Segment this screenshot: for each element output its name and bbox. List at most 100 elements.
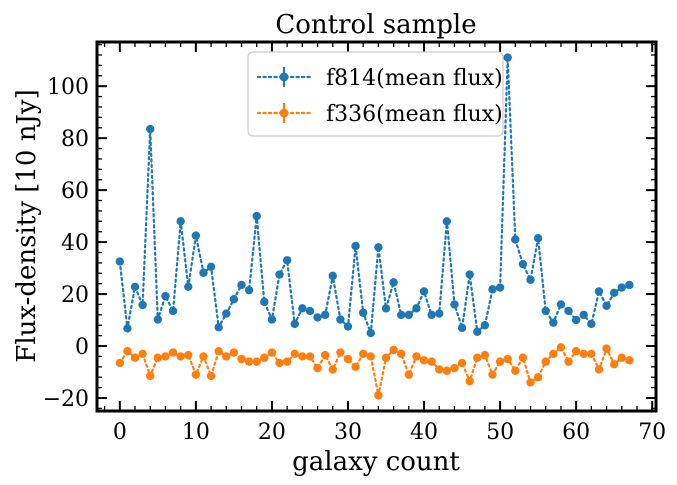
data-point-0-49	[488, 285, 497, 294]
data-point-0-3	[138, 300, 147, 310]
data-point-1-6	[161, 352, 170, 361]
data-point-1-48	[480, 350, 490, 360]
data-point-0-51	[503, 53, 512, 62]
data-point-1-58	[556, 343, 566, 352]
data-point-0-36	[389, 278, 398, 287]
data-point-1-7	[168, 348, 178, 357]
data-point-0-10	[191, 231, 201, 240]
legend-label-0: f814(mean flux)	[326, 66, 503, 91]
data-point-0-55	[533, 233, 543, 243]
data-point-0-59	[564, 306, 573, 316]
data-point-1-19	[260, 353, 269, 362]
series-line-0	[118, 57, 631, 334]
data-point-1-13	[214, 347, 223, 356]
data-point-1-24	[298, 352, 307, 361]
y-tick-label-4: 60	[61, 179, 89, 204]
data-point-1-57	[549, 349, 558, 359]
data-point-0-33	[366, 328, 375, 338]
data-point-0-1	[123, 324, 132, 333]
data-point-0-8	[176, 217, 185, 226]
data-point-1-60	[571, 347, 581, 356]
data-point-1-59	[564, 357, 573, 366]
data-point-1-54	[526, 378, 535, 387]
data-point-1-28	[328, 365, 337, 374]
data-point-1-25	[305, 352, 315, 361]
series-layer	[115, 53, 634, 400]
legend: f814(mean flux) f336(mean flux)	[247, 51, 504, 137]
data-point-0-16	[237, 280, 246, 290]
data-point-0-42	[435, 309, 444, 318]
x-tick-label-5: 50	[486, 420, 514, 445]
data-point-0-54	[526, 275, 535, 284]
data-point-0-9	[184, 282, 193, 291]
data-point-1-63	[594, 365, 604, 374]
data-point-1-22	[282, 357, 292, 366]
data-point-1-36	[389, 345, 398, 355]
data-point-0-31	[351, 241, 360, 251]
data-point-0-66	[617, 283, 626, 292]
data-point-0-40	[419, 287, 429, 296]
data-point-1-56	[541, 357, 550, 366]
data-point-0-47	[473, 327, 482, 336]
data-point-1-32	[358, 349, 368, 359]
data-point-0-58	[556, 300, 566, 309]
legend-box	[247, 51, 504, 137]
data-point-0-17	[244, 285, 254, 295]
x-tick-label-6: 60	[562, 420, 590, 445]
data-point-1-66	[617, 353, 626, 362]
data-point-0-46	[465, 270, 474, 279]
data-point-0-60	[571, 315, 581, 325]
data-point-0-28	[328, 271, 337, 281]
data-point-0-5	[153, 315, 163, 324]
y-tick-label-3: 40	[61, 231, 89, 256]
data-point-1-61	[579, 349, 588, 359]
data-point-1-35	[381, 353, 391, 362]
legend-marker-0	[279, 72, 289, 82]
data-point-1-17	[244, 357, 254, 366]
data-point-0-39	[412, 304, 421, 313]
data-point-1-55	[533, 373, 543, 382]
data-point-1-23	[290, 349, 299, 359]
data-point-1-53	[518, 353, 528, 362]
data-point-0-21	[275, 270, 284, 279]
y-tick-label-2: 20	[61, 283, 89, 308]
y-tick-label-5: 80	[61, 127, 89, 152]
data-point-0-62	[587, 319, 596, 329]
data-point-0-25	[305, 306, 315, 316]
data-point-0-34	[374, 243, 383, 252]
data-point-1-52	[511, 366, 520, 375]
data-point-1-8	[176, 352, 185, 361]
data-point-0-12	[206, 262, 216, 271]
data-point-1-3	[138, 349, 147, 359]
legend-label-1: f336(mean flux)	[326, 102, 503, 127]
data-point-1-20	[267, 348, 277, 357]
data-point-0-63	[594, 287, 604, 296]
data-point-1-30	[343, 354, 353, 364]
data-point-1-12	[206, 371, 216, 381]
data-point-0-18	[252, 211, 261, 221]
data-point-1-47	[473, 353, 482, 362]
data-point-0-56	[541, 306, 550, 316]
x-tick-label-3: 30	[334, 420, 362, 445]
data-point-0-37	[397, 310, 406, 320]
data-point-1-62	[587, 349, 596, 359]
data-point-1-16	[237, 354, 246, 364]
data-point-1-44	[450, 363, 459, 373]
data-point-0-61	[579, 310, 588, 320]
data-point-0-13	[214, 323, 223, 332]
data-point-0-15	[229, 295, 239, 304]
data-point-0-22	[282, 256, 292, 265]
data-point-0-45	[457, 323, 467, 333]
series-0	[115, 53, 634, 338]
data-point-0-35	[381, 304, 391, 313]
data-point-1-14	[222, 352, 231, 361]
legend-marker-1	[279, 108, 289, 118]
data-point-1-37	[397, 349, 406, 359]
data-point-1-46	[465, 376, 474, 386]
data-point-1-42	[435, 365, 444, 374]
data-point-1-41	[427, 357, 436, 366]
x-tick-label-7: 70	[638, 420, 666, 445]
data-point-0-2	[130, 282, 140, 291]
